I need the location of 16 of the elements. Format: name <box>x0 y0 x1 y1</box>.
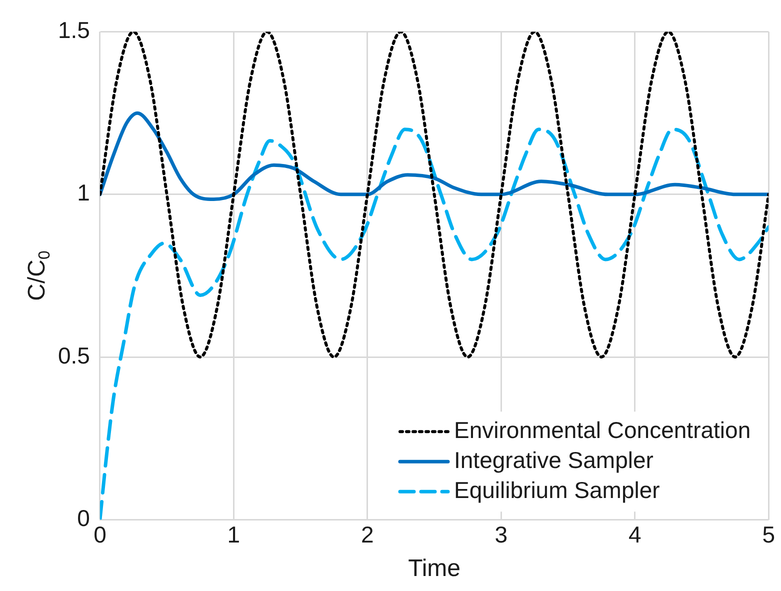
x-tick-label: 0 <box>94 522 106 548</box>
y-axis-title: C/C0 <box>24 250 54 301</box>
x-tick-label: 3 <box>494 522 508 548</box>
y-tick-label: 0 <box>77 504 90 531</box>
legend-label: Environmental Concentration <box>454 416 751 443</box>
y-tick-label: 0.5 <box>58 342 90 368</box>
y-tick-label: 1.5 <box>58 17 90 44</box>
legend-label: Equilibrium Sampler <box>454 476 660 503</box>
y-tick-label: 1 <box>77 180 90 206</box>
x-tick-label: 1 <box>227 522 240 548</box>
legend-label: Integrative Sampler <box>454 446 654 473</box>
x-tick-label: 2 <box>361 522 374 548</box>
x-tick-label: 4 <box>628 522 642 548</box>
x-axis-title: Time <box>408 555 461 582</box>
line-series <box>100 111 769 202</box>
x-tick-label: 5 <box>762 522 776 548</box>
